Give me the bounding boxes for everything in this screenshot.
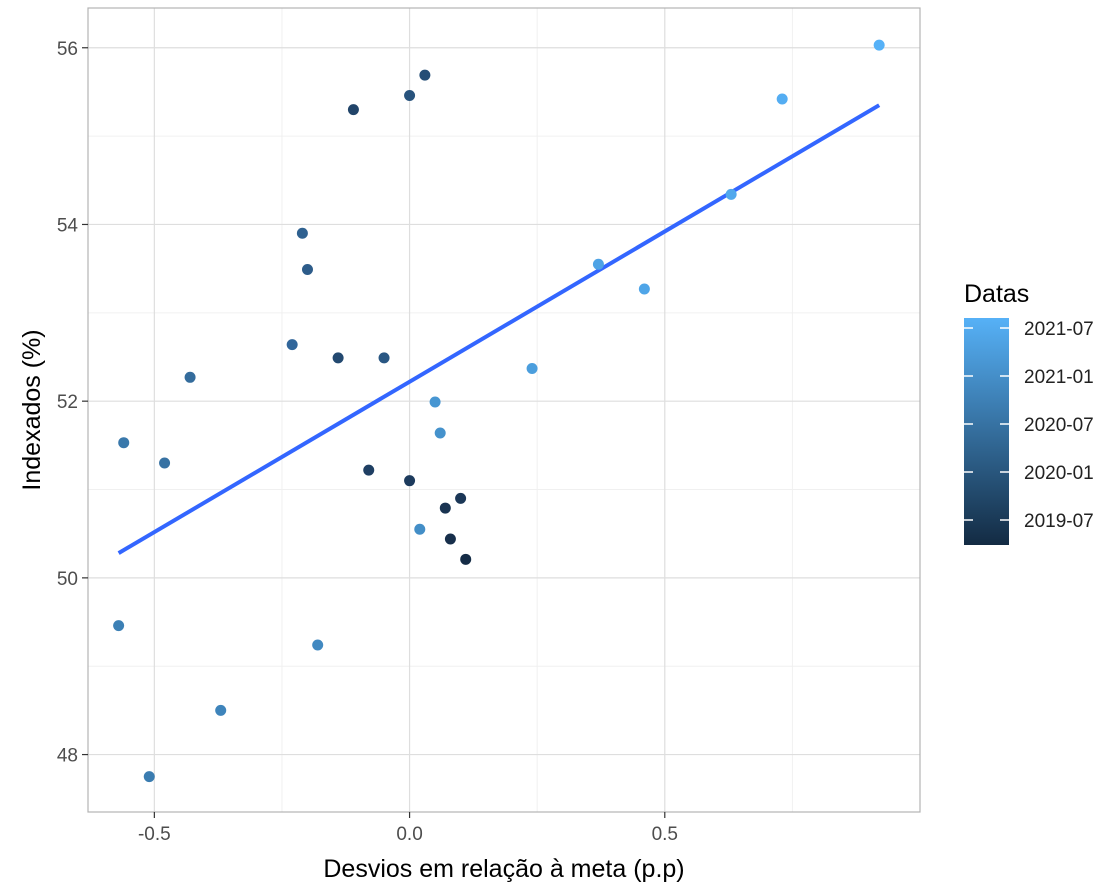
data-point xyxy=(347,104,359,116)
legend-label: 2021-07 xyxy=(1024,319,1094,340)
data-point xyxy=(434,427,446,439)
data-point xyxy=(460,553,472,565)
data-point xyxy=(638,283,650,295)
x-tick-label: 0.0 xyxy=(396,824,422,845)
trend-line xyxy=(117,103,881,555)
legend-ticks: 2021-07 2021-01 2020-07 2020-01 2019-07 xyxy=(964,319,1094,532)
data-point xyxy=(296,227,308,239)
data-point xyxy=(378,352,390,364)
data-point xyxy=(414,523,426,535)
y-tick-label: 50 xyxy=(57,569,78,590)
data-point xyxy=(429,396,441,408)
data-point xyxy=(301,264,313,276)
data-point xyxy=(725,188,737,200)
legend-colorbar xyxy=(964,318,1009,545)
x-tick-label: 0.5 xyxy=(652,824,678,845)
x-axis: -0.5 0.0 0.5 xyxy=(138,812,678,845)
data-point xyxy=(184,371,196,383)
x-tick-label: -0.5 xyxy=(138,824,171,845)
data-point xyxy=(404,475,416,487)
legend-label: 2019-07 xyxy=(1024,511,1094,532)
y-tick-label: 56 xyxy=(57,39,78,60)
data-point xyxy=(873,39,885,51)
data-point xyxy=(444,533,456,545)
y-tick-label: 54 xyxy=(57,215,79,236)
y-axis: 48 50 52 54 56 xyxy=(57,39,88,767)
data-point xyxy=(776,93,788,105)
data-point xyxy=(215,704,227,716)
data-point xyxy=(419,69,431,81)
data-point xyxy=(455,492,467,504)
data-point xyxy=(332,352,344,364)
y-tick-label: 48 xyxy=(57,746,78,767)
data-point xyxy=(118,437,130,449)
trend-line-group xyxy=(117,103,881,555)
data-points xyxy=(113,39,885,783)
legend-label: 2021-01 xyxy=(1024,367,1094,388)
legend-label: 2020-07 xyxy=(1024,415,1094,436)
data-point xyxy=(159,457,171,469)
legend-title: Datas xyxy=(964,280,1029,308)
data-point xyxy=(592,258,604,270)
legend-label: 2020-01 xyxy=(1024,463,1094,484)
data-point xyxy=(439,502,451,514)
major-gridlines xyxy=(88,8,920,812)
legend: Datas 2021-07 2021-01 2020-07 2020-01 2019-0… xyxy=(964,280,1094,545)
data-point xyxy=(312,639,324,651)
x-axis-title: Desvios em relação à meta (p.p) xyxy=(323,855,684,883)
plot-panel-border xyxy=(87,7,921,813)
data-point xyxy=(286,339,298,351)
data-point xyxy=(143,771,155,783)
data-point xyxy=(526,362,538,374)
y-axis-title: Indexados (%) xyxy=(18,329,46,490)
data-point xyxy=(363,464,375,476)
minor-gridlines xyxy=(88,8,920,812)
data-point xyxy=(113,620,125,632)
data-point xyxy=(404,89,416,101)
y-tick-label: 52 xyxy=(57,392,78,413)
